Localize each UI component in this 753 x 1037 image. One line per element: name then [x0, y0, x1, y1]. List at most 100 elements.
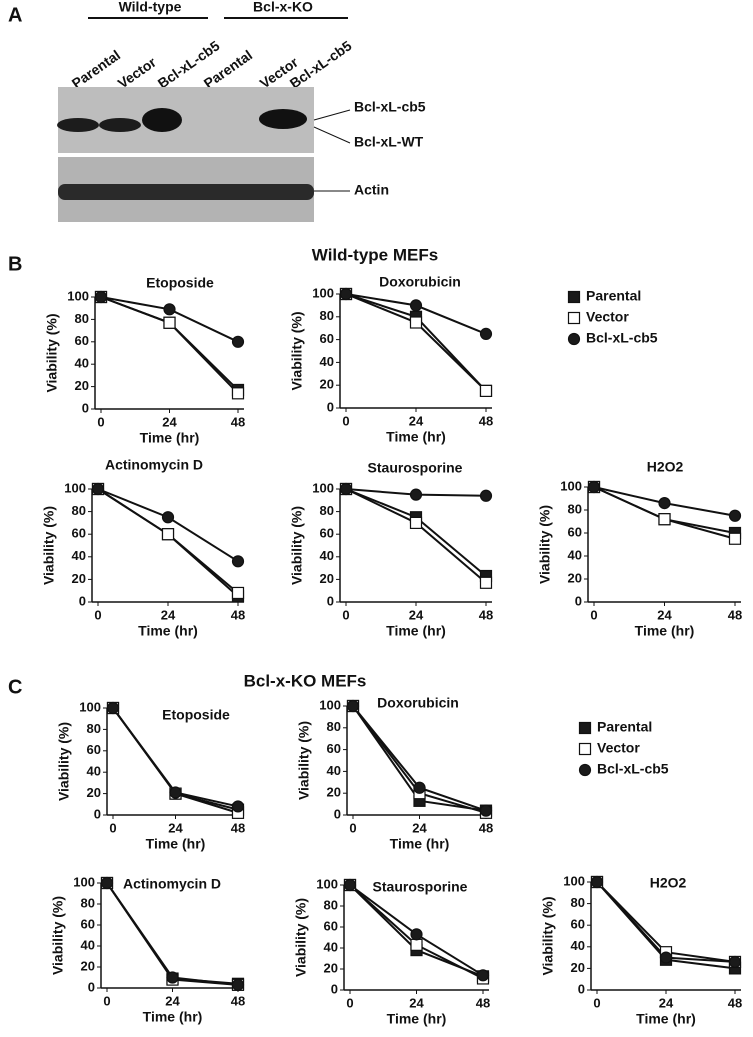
x-axis-label: Time (hr) [143, 1009, 203, 1025]
data-point [658, 497, 671, 510]
chart-title: Etoposide [146, 275, 214, 291]
data-point [91, 482, 105, 496]
y-tick-label: 60 [568, 524, 582, 539]
x-tick-label: 0 [346, 995, 353, 1010]
y-tick-label: 0 [79, 593, 86, 608]
y-axis-label: Viability (%) [56, 722, 72, 801]
y-axis-label: Viability (%) [296, 721, 312, 800]
y-axis-label: Viability (%) [540, 896, 556, 975]
y-tick-label: 80 [320, 503, 334, 518]
data-point [163, 303, 176, 316]
y-tick-label: 80 [324, 897, 338, 912]
x-tick-label: 24 [657, 607, 672, 622]
y-tick-label: 100 [560, 478, 582, 493]
y-tick-label: 40 [72, 548, 86, 563]
y-tick-label: 60 [571, 917, 585, 932]
x-axis-label: Time (hr) [138, 623, 198, 639]
data-point [169, 786, 182, 799]
x-tick-label: 24 [659, 995, 674, 1010]
legend-label: Vector [597, 740, 640, 756]
blot-band [259, 109, 307, 129]
group-label: Bcl-x-KO [253, 0, 313, 15]
data-point [590, 875, 604, 889]
data-point [479, 384, 493, 397]
data-point [343, 878, 357, 892]
x-tick-label: 24 [412, 820, 427, 835]
band-pointer [313, 109, 351, 121]
x-axis-label: Time (hr) [386, 429, 446, 445]
data-point [479, 489, 493, 502]
y-tick-label: 40 [568, 547, 582, 562]
group-label: Wild-type [119, 0, 182, 15]
legend-marker [578, 742, 592, 756]
x-tick-label: 0 [342, 607, 349, 622]
y-tick-label: 100 [67, 288, 89, 303]
band-label: Actin [354, 182, 389, 198]
panel-label: B [8, 253, 22, 275]
x-tick-label: 48 [479, 607, 493, 622]
y-tick-label: 0 [94, 806, 101, 821]
y-tick-label: 40 [87, 764, 101, 779]
y-axis-label: Viability (%) [44, 313, 60, 392]
data-point [94, 290, 108, 304]
y-tick-label: 100 [312, 285, 334, 300]
y-tick-label: 100 [73, 874, 95, 889]
data-point [658, 513, 671, 526]
data-point [476, 969, 490, 982]
data-point [409, 488, 423, 501]
data-point [339, 287, 353, 301]
y-tick-label: 100 [563, 873, 585, 888]
data-point [100, 876, 114, 890]
data-point [728, 532, 742, 545]
y-tick-label: 20 [320, 571, 334, 586]
y-axis-label: Viability (%) [289, 311, 305, 390]
chart-title: Doxorubicin [379, 274, 461, 290]
chart-title: Staurosporine [368, 460, 463, 476]
x-tick-label: 0 [342, 413, 349, 428]
chart-title: Actinomycin D [105, 457, 203, 473]
y-tick-label: 0 [88, 979, 95, 994]
data-point [166, 971, 179, 984]
y-axis-label: Viability (%) [537, 505, 553, 584]
y-tick-label: 80 [571, 895, 585, 910]
y-tick-label: 20 [327, 785, 341, 800]
y-tick-label: 40 [327, 763, 341, 778]
legend-label: Parental [586, 288, 641, 304]
y-tick-label: 100 [64, 480, 86, 495]
data-point [231, 800, 245, 813]
x-tick-label: 0 [349, 820, 356, 835]
data-point [409, 516, 423, 530]
x-tick-label: 0 [103, 993, 110, 1008]
data-point [659, 951, 673, 964]
data-point [231, 335, 245, 348]
x-axis-label: Time (hr) [140, 430, 200, 446]
x-tick-label: 24 [161, 607, 176, 622]
legend-marker [567, 332, 581, 346]
data-point [479, 576, 493, 589]
x-tick-label: 48 [231, 607, 245, 622]
blot-band [57, 118, 99, 132]
chart-title: Staurosporine [373, 879, 468, 895]
y-tick-label: 20 [81, 958, 95, 973]
y-tick-label: 0 [327, 593, 334, 608]
data-point [479, 804, 493, 817]
y-tick-label: 80 [320, 308, 334, 323]
x-tick-label: 0 [109, 820, 116, 835]
data-point [231, 387, 245, 400]
data-point [728, 955, 742, 969]
y-tick-label: 60 [320, 331, 334, 346]
x-axis-label: Time (hr) [386, 623, 446, 639]
data-point [231, 586, 245, 600]
x-tick-label: 48 [728, 607, 742, 622]
x-axis-label: Time (hr) [636, 1011, 696, 1027]
x-axis-label: Time (hr) [390, 836, 450, 852]
y-tick-label: 100 [316, 876, 338, 891]
data-point [587, 480, 601, 494]
y-tick-label: 100 [79, 699, 101, 714]
panel-label: A [8, 4, 22, 26]
y-tick-label: 0 [331, 981, 338, 996]
y-tick-label: 40 [81, 937, 95, 952]
section-title: Bcl-x-KO MEFs [244, 671, 367, 690]
y-tick-label: 0 [578, 981, 585, 996]
